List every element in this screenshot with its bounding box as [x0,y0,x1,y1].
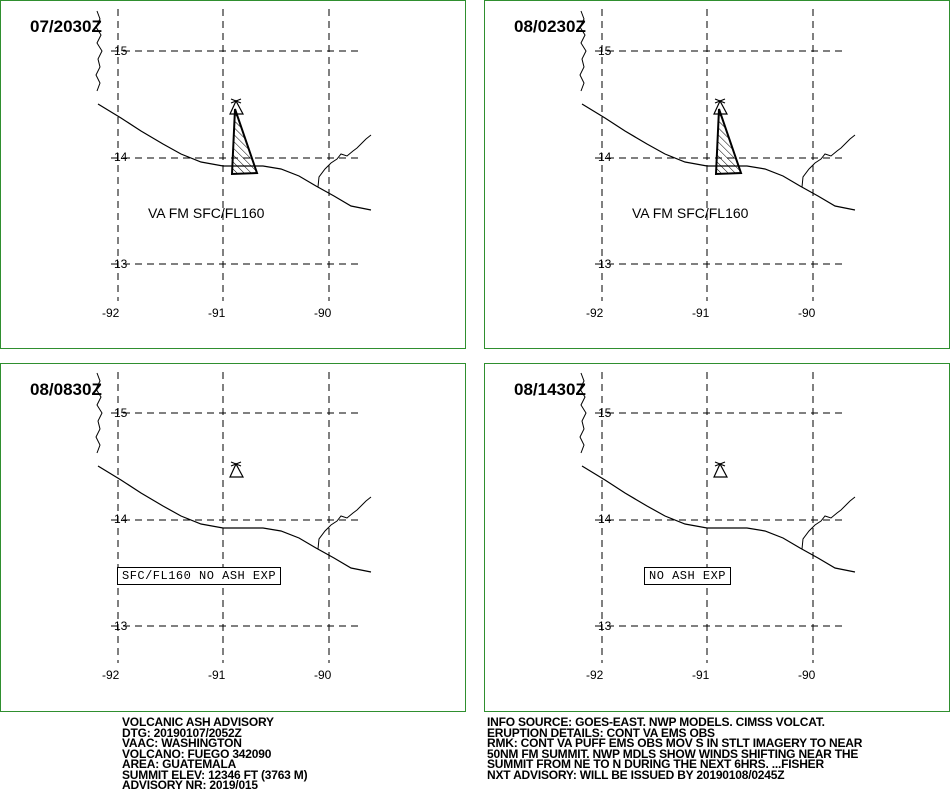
valid-time: 08/1430Z [514,380,586,399]
border-line [579,372,587,454]
forecast-panel-2: 08/0230Z 15 14 13 -92 -91 -90 VA FM SFC/… [484,0,950,349]
no-ash-box: SFC/FL160 NO ASH EXP [117,567,282,585]
volcano-crater-mark [714,98,726,104]
advisory-summary: VOLCANIC ASH ADVISORY DTG: 20190107/2052… [122,715,308,792]
advisory-vaac: VAAC: WASHINGTON [122,736,242,750]
remarks-line-3: SUMMIT FROM NE TO N DURING THE NEXT 6HRS… [487,757,824,771]
lon-label-90: -90 [314,668,332,682]
lat-label-14: 14 [114,512,128,526]
volcano-crater-mark [230,98,242,104]
lon-label-91: -91 [208,306,226,320]
lon-label-92: -92 [102,668,120,682]
lat-label-14: 14 [598,512,612,526]
border-line [317,134,372,188]
volcano-icon [229,462,245,478]
forecast-panel-1: 07/2030Z 15 14 13 -92 -91 -90 VA FM SFC/… [0,0,466,349]
lon-label-91: -91 [692,306,710,320]
lon-label-90: -90 [798,306,816,320]
forecast-panel-3: 08/0830Z 15 14 13 -92 -91 -90 SFC/FL160 … [0,363,466,712]
coastline [581,465,856,573]
ash-cloud-polygon [714,108,743,176]
advisory-volcano: VOLCANO: FUEGO 342090 [122,746,272,761]
lat-label-13: 13 [598,257,612,271]
lat-label-15: 15 [598,406,612,420]
lat-label-15: 15 [598,44,612,58]
border-line [317,496,372,550]
lon-label-90: -90 [314,306,332,320]
advisory-title: VOLCANIC ASH ADVISORY [122,715,274,729]
map-canvas [579,372,856,663]
valid-time: 08/0830Z [30,380,102,399]
volcano-icon [713,462,729,478]
valid-time: 08/0230Z [514,17,586,36]
remarks-line-2: 50NM FM SUMMIT. NWP MDLS SHOW WINDS SHIF… [487,746,859,761]
volcano-crater-mark [230,461,242,467]
map-canvas [95,372,372,663]
valid-time: 07/2030Z [30,17,102,36]
lon-label-90: -90 [798,668,816,682]
border-line [95,10,103,92]
ash-cloud-polygon [230,108,259,176]
map-canvas [95,9,372,301]
coastline [97,465,372,573]
forecast-panel-4: 08/1430Z 15 14 13 -92 -91 -90 NO ASH EXP [484,363,950,712]
border-line [801,496,856,550]
lat-label-13: 13 [598,619,612,633]
lon-label-91: -91 [208,668,226,682]
advisory-details: INFO SOURCE: GOES-EAST. NWP MODELS. CIMS… [487,715,863,782]
ash-level-text: VA FM SFC/FL160 [632,205,749,221]
no-ash-box: NO ASH EXP [644,567,732,585]
advisory-dtg: DTG: 20190107/2052Z [122,725,242,740]
info-source: INFO SOURCE: GOES-EAST. NWP MODELS. CIMS… [487,715,825,729]
ash-level-text: VA FM SFC/FL160 [148,205,265,221]
advisory-summit-elev: SUMMIT ELEV: 12346 FT (3763 M) [122,767,308,782]
lat-label-14: 14 [114,150,128,164]
lat-label-15: 15 [114,44,128,58]
lat-label-13: 13 [114,257,128,271]
volcano-crater-mark [714,461,726,467]
advisory-area: AREA: GUATEMALA [122,757,237,771]
eruption-details: ERUPTION DETAILS: CONT VA EMS OBS [487,725,715,740]
lon-label-91: -91 [692,668,710,682]
next-advisory: NXT ADVISORY: WILL BE ISSUED BY 20190108… [487,767,785,782]
lon-label-92: -92 [586,668,604,682]
border-line [801,134,856,188]
lat-label-15: 15 [114,406,128,420]
advisory-number: ADVISORY NR: 2019/015 [122,778,258,792]
lat-label-13: 13 [114,619,128,633]
remarks-line-1: RMK: CONT VA PUFF EMS OBS MOV S IN STLT … [487,736,863,750]
lon-label-92: -92 [102,306,120,320]
lat-label-14: 14 [598,150,612,164]
map-canvas [579,9,856,301]
border-line [579,10,587,92]
border-line [95,372,103,454]
lon-label-92: -92 [586,306,604,320]
